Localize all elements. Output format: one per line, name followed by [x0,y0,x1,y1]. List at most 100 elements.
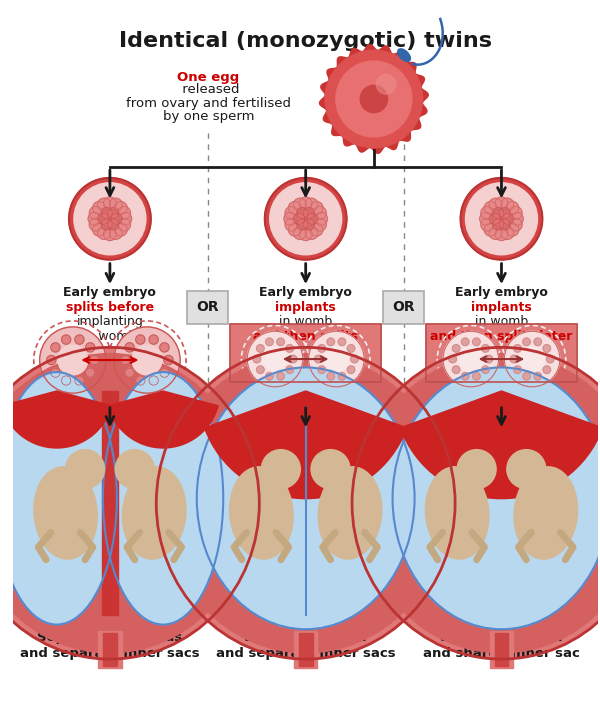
Circle shape [107,219,119,230]
Bar [230,324,381,383]
Circle shape [69,178,151,260]
Text: Early embryo: Early embryo [455,286,548,299]
Circle shape [160,343,169,352]
Circle shape [505,331,560,387]
Circle shape [493,208,504,219]
Text: and separate inner sacs: and separate inner sacs [216,647,395,660]
Circle shape [461,338,469,346]
Circle shape [506,201,519,214]
Text: from ovary and fertilised: from ovary and fertilised [126,97,291,110]
Circle shape [327,338,335,346]
Circle shape [489,198,502,211]
Circle shape [501,198,514,211]
Text: in womb: in womb [279,316,332,329]
Circle shape [449,355,457,363]
Circle shape [98,198,110,211]
Circle shape [514,344,521,352]
Circle shape [305,227,318,240]
Circle shape [543,344,551,352]
Bar [490,631,513,668]
Ellipse shape [398,49,410,61]
Circle shape [534,338,542,346]
Wedge shape [400,391,600,499]
Text: One egg: One egg [177,71,239,84]
Circle shape [136,335,145,344]
Circle shape [247,331,303,387]
Circle shape [277,338,284,346]
Text: Separate placentas: Separate placentas [37,632,182,645]
Circle shape [115,450,154,489]
Circle shape [125,343,134,352]
Text: Early embryo: Early embryo [259,286,352,299]
Text: Shared placenta: Shared placenta [440,632,563,645]
Wedge shape [2,391,112,448]
Circle shape [501,227,514,240]
Circle shape [284,212,297,225]
Circle shape [62,376,71,385]
Text: and shared inner sac: and shared inner sac [423,647,580,660]
Circle shape [458,347,483,371]
Circle shape [257,366,264,373]
Circle shape [90,355,99,365]
Circle shape [266,338,273,346]
Circle shape [111,213,122,225]
Circle shape [86,343,95,352]
Text: implants: implants [275,300,336,313]
Circle shape [266,373,273,380]
Circle shape [98,213,109,225]
Circle shape [481,206,494,219]
Ellipse shape [425,467,489,559]
Circle shape [160,368,169,378]
Polygon shape [426,324,577,388]
Text: Identical (monozygotic) twins: Identical (monozygotic) twins [119,31,492,51]
Circle shape [293,227,307,240]
Wedge shape [205,391,407,499]
Circle shape [289,355,297,363]
Circle shape [286,344,293,352]
Circle shape [62,335,71,344]
Circle shape [495,197,508,210]
Circle shape [310,201,323,214]
Circle shape [265,178,347,260]
Ellipse shape [197,367,415,630]
Circle shape [473,338,480,346]
Circle shape [297,208,308,219]
Circle shape [520,347,544,371]
Circle shape [314,212,328,225]
Circle shape [136,376,145,385]
Circle shape [484,223,497,236]
Circle shape [118,206,131,219]
Circle shape [457,450,496,489]
Circle shape [484,201,497,214]
Circle shape [547,355,554,363]
Circle shape [523,373,530,380]
Circle shape [293,198,307,211]
Circle shape [481,218,494,231]
Circle shape [499,208,511,219]
Circle shape [89,218,102,231]
Circle shape [499,219,511,230]
Circle shape [485,355,493,363]
Ellipse shape [352,347,600,659]
Circle shape [338,338,346,346]
Circle shape [109,227,122,240]
Circle shape [466,183,538,255]
Circle shape [543,366,551,373]
Circle shape [461,178,542,260]
Bar [494,633,508,666]
Ellipse shape [103,372,223,625]
Circle shape [103,227,116,240]
Circle shape [297,219,308,230]
Circle shape [277,373,284,380]
Circle shape [286,366,293,373]
Text: in womb: in womb [83,330,137,343]
Circle shape [507,450,546,489]
Circle shape [101,219,112,230]
Circle shape [511,212,523,225]
Circle shape [490,213,500,225]
Circle shape [313,206,326,219]
Text: released: released [178,83,239,96]
Text: OR: OR [196,300,219,314]
Circle shape [304,219,314,230]
Circle shape [509,206,522,219]
